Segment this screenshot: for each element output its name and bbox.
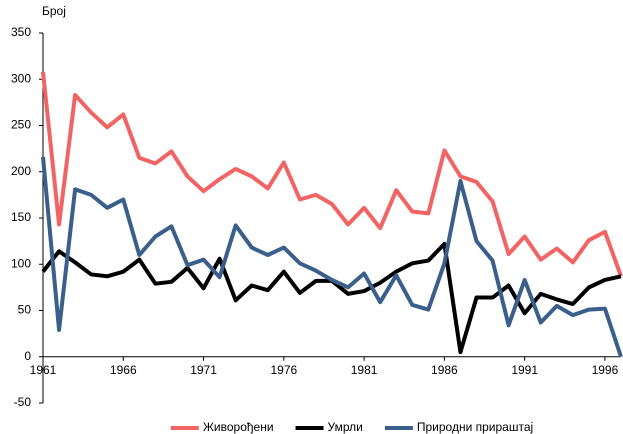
- series-line: [41, 71, 623, 277]
- x-tick-label: 1976: [270, 363, 297, 377]
- legend-label: Природни прираштај: [417, 420, 533, 434]
- x-tick-label: 1991: [511, 363, 538, 377]
- y-tick-label: 0: [24, 349, 31, 363]
- x-tick-label: 1996: [592, 363, 619, 377]
- x-tick-label: 1981: [351, 363, 378, 377]
- legend: Живорођени Умрли Природни прираштај: [170, 420, 533, 434]
- legend-item: Природни прираштај: [384, 420, 533, 434]
- y-tick-label: 150: [11, 210, 31, 224]
- x-tick-label: 1971: [190, 363, 217, 377]
- x-tick-label: 1961: [30, 363, 57, 377]
- legend-item: Живорођени: [170, 420, 274, 434]
- legend-label: Умрли: [328, 420, 363, 434]
- legend-item: Умрли: [295, 420, 363, 434]
- y-tick-label: 100: [11, 256, 31, 270]
- y-tick-label: 350: [11, 25, 31, 39]
- legend-label: Живорођени: [203, 420, 274, 434]
- y-tick-label: -50: [14, 395, 32, 409]
- y-tick-label: 50: [18, 303, 32, 317]
- x-tick-label: 1966: [110, 363, 137, 377]
- series-line: [41, 241, 622, 355]
- y-tick-label: 200: [11, 164, 31, 178]
- y-tick-label: 250: [11, 118, 31, 132]
- series-line: [41, 156, 623, 358]
- y-tick-label: 300: [11, 71, 31, 85]
- y-axis-label: Број: [42, 4, 66, 18]
- x-tick-label: 1986: [431, 363, 458, 377]
